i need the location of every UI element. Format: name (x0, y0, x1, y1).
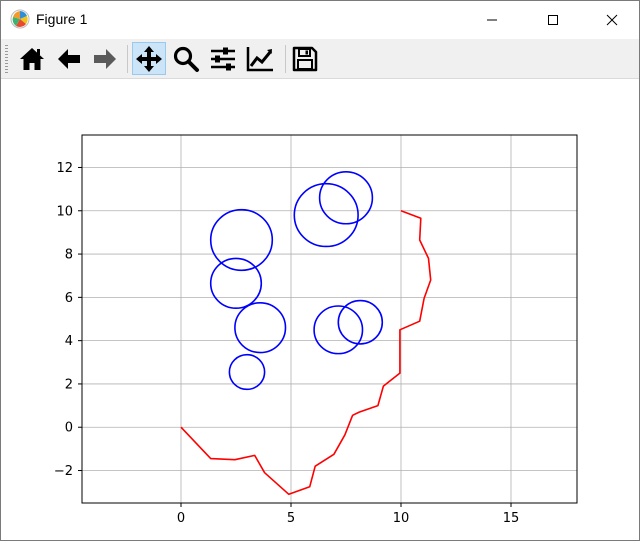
obstacle-circle (313, 305, 364, 355)
floppy-disk-icon (292, 46, 318, 71)
obstacle-circle (234, 301, 287, 354)
path-line (180, 210, 432, 496)
x-tick-label: 10 (393, 511, 410, 526)
back-button[interactable] (52, 42, 86, 75)
obstacle-circle (293, 182, 359, 248)
x-tick-label: 0 (177, 511, 185, 526)
edit-axes-button[interactable] (243, 42, 277, 75)
obstacle-circle (318, 171, 374, 225)
configure-subplots-button[interactable] (206, 42, 240, 75)
maximize-icon (548, 15, 558, 25)
arrow-right-icon (94, 48, 116, 69)
minimize-button[interactable] (469, 1, 515, 39)
move-icon (136, 45, 162, 72)
y-tick-label: 2 (65, 377, 73, 392)
x-tick-label: 5 (287, 511, 295, 526)
obstacle-circle (209, 208, 274, 272)
home-icon (20, 47, 44, 70)
axes-background[interactable] (82, 135, 577, 503)
pan-button[interactable] (132, 42, 166, 75)
y-tick-label: 6 (65, 291, 73, 306)
plot-canvas[interactable]: 0 5 10 15 −2 0 2 4 6 8 10 12 (1, 79, 639, 539)
close-icon (606, 14, 618, 26)
axes-frame (81, 134, 578, 504)
y-tick-label: 0 (65, 421, 73, 436)
y-tick-label: 10 (56, 204, 73, 219)
save-button[interactable] (288, 42, 322, 75)
x-tick-label: 15 (503, 511, 520, 526)
y-tick-label: 4 (65, 334, 73, 349)
close-button[interactable] (589, 1, 635, 39)
chart-line-icon (246, 46, 273, 71)
y-tick-label: 8 (65, 248, 73, 263)
home-button[interactable] (15, 42, 49, 75)
maximize-button[interactable] (530, 1, 576, 39)
sliders-icon (211, 47, 235, 70)
obstacle-circle (337, 299, 384, 345)
title-bar[interactable]: Figure 1 (1, 1, 639, 39)
y-tick-label: −2 (54, 464, 73, 479)
toolbar-separator (285, 45, 286, 73)
arrow-left-icon (58, 48, 80, 69)
minimize-icon (487, 19, 497, 21)
forward-button[interactable] (88, 42, 122, 75)
toolbar-separator (127, 45, 128, 73)
obstacle-circle (228, 353, 266, 391)
magnifier-icon (173, 46, 199, 72)
y-tick-label: 12 (56, 161, 73, 176)
window-title: Figure 1 (36, 11, 88, 27)
matplotlib-logo-icon (10, 9, 30, 29)
obstacle-circle (209, 257, 263, 309)
toolbar-grip[interactable] (5, 45, 8, 75)
zoom-button[interactable] (169, 42, 203, 75)
